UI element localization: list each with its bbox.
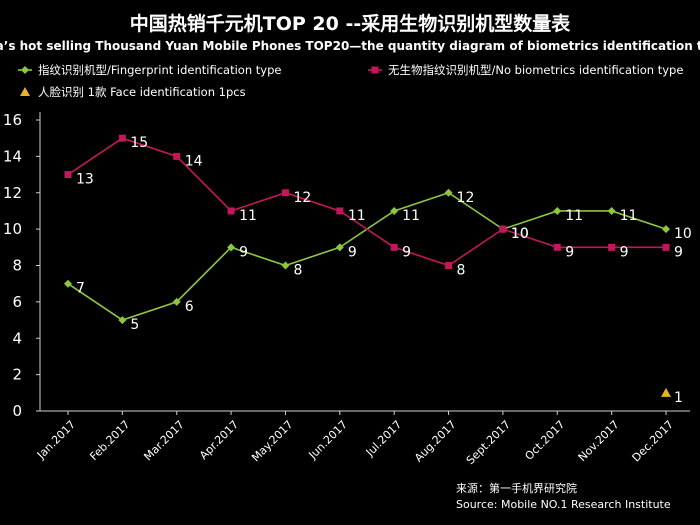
- x-tick-label: Aug.2017: [412, 418, 459, 465]
- legend: 指纹识别机型/Fingerprint identification type 无生…: [18, 63, 683, 99]
- y-tick-label: 12: [3, 184, 22, 202]
- y-tick-label: 14: [3, 147, 22, 165]
- y-tick-label: 10: [3, 220, 22, 238]
- data-label: 14: [185, 153, 203, 169]
- data-point: [118, 316, 127, 325]
- x-tick-label: Dec.2017: [630, 418, 677, 465]
- data-label: 12: [293, 190, 311, 206]
- data-label: 5: [130, 317, 139, 333]
- legend-item-2: 无生物指纹识别机型/No biometrics identification t…: [368, 63, 683, 77]
- data-label: 10: [674, 226, 692, 242]
- data-point: [662, 225, 670, 234]
- series-3: 1: [661, 387, 683, 406]
- data-point: [227, 243, 236, 252]
- data-point: [371, 66, 379, 74]
- data-point: [444, 188, 453, 197]
- data-label: 11: [565, 208, 583, 224]
- data-label: 11: [620, 208, 638, 224]
- data-label: 9: [348, 244, 357, 260]
- data-point: [172, 297, 181, 306]
- x-tick-label: Jan.2017: [34, 418, 78, 462]
- data-point: [662, 243, 670, 251]
- legend-label: 无生物指纹识别机型/No biometrics identification t…: [388, 63, 683, 77]
- data-label: 11: [402, 208, 420, 224]
- data-label: 9: [402, 244, 411, 260]
- x-tick-label: Jul.2017: [363, 418, 405, 460]
- data-point: [390, 206, 399, 215]
- data-label: 9: [620, 244, 629, 260]
- data-label: 10: [511, 226, 529, 242]
- x-tick-label: May.2017: [249, 418, 295, 464]
- y-tick-label: 16: [3, 111, 22, 129]
- y-tick-label: 0: [12, 402, 22, 420]
- data-point: [20, 87, 30, 96]
- data-point: [608, 243, 616, 251]
- data-label: 8: [293, 263, 302, 279]
- x-tick-label: Sept.2017: [464, 418, 513, 467]
- data-point: [661, 387, 671, 397]
- data-point: [64, 171, 72, 179]
- data-point: [281, 189, 289, 197]
- series-1: 7 5 6 9 8 9 11 12 10 11 11 10: [64, 188, 692, 333]
- data-label: 12: [457, 190, 475, 206]
- y-tick-label: 6: [12, 293, 22, 311]
- data-label: 9: [239, 244, 248, 260]
- data-label: 11: [239, 208, 257, 224]
- legend-label: 人脸识别 1款 Face identification 1pcs: [38, 85, 246, 99]
- y-tick-label: 2: [12, 366, 22, 384]
- data-point: [118, 134, 126, 142]
- data-point: [553, 243, 561, 251]
- source-line-1: 来源：第一手机界研究院: [456, 481, 577, 495]
- data-point: [445, 262, 453, 269]
- data-label: 8: [457, 263, 466, 279]
- data-label: 1: [674, 390, 683, 406]
- data-point: [281, 261, 290, 270]
- data-label: 15: [130, 135, 148, 151]
- data-label: 6: [185, 299, 194, 315]
- data-label: 9: [674, 244, 683, 260]
- data-label: 7: [76, 281, 85, 297]
- legend-item-1: 指纹识别机型/Fingerprint identification type: [18, 63, 281, 77]
- data-point: [336, 207, 344, 215]
- series-line: [67, 137, 666, 267]
- chart-subtitle: China’s hot selling Thousand Yuan Mobile…: [0, 39, 700, 53]
- x-tick-label: Feb.2017: [87, 418, 132, 463]
- x-tick-label: Nov.2017: [576, 418, 622, 464]
- y-tick-label: 4: [12, 329, 22, 347]
- data-point: [553, 206, 562, 215]
- data-point: [335, 243, 344, 252]
- series-2: 13 15 14 11 12 11 9 8 10 9 9 9: [64, 134, 683, 279]
- data-point: [227, 207, 235, 215]
- data-point: [21, 66, 29, 74]
- x-tick-label: Jun.2017: [306, 418, 350, 462]
- chart-title: 中国热销千元机TOP 20 --采用生物识别机型数量表: [130, 12, 571, 35]
- y-tick-label: 8: [12, 257, 22, 275]
- x-tick-label: Oct.2017: [522, 418, 567, 463]
- legend-label: 指纹识别机型/Fingerprint identification type: [38, 63, 281, 77]
- legend-item-3: 人脸识别 1款 Face identification 1pcs: [20, 85, 246, 99]
- data-label: 11: [348, 208, 366, 224]
- x-tick-label: Mar.2017: [141, 418, 186, 463]
- data-label: 9: [565, 244, 574, 260]
- data-label: 13: [76, 172, 94, 188]
- data-point: [499, 225, 507, 233]
- x-tick-label: Apr.2017: [197, 418, 241, 462]
- data-point: [390, 243, 398, 251]
- source-line-2: Source: Mobile NO.1 Research Institute: [456, 498, 671, 511]
- data-point: [64, 279, 72, 288]
- data-point: [173, 152, 181, 160]
- data-point: [607, 206, 616, 215]
